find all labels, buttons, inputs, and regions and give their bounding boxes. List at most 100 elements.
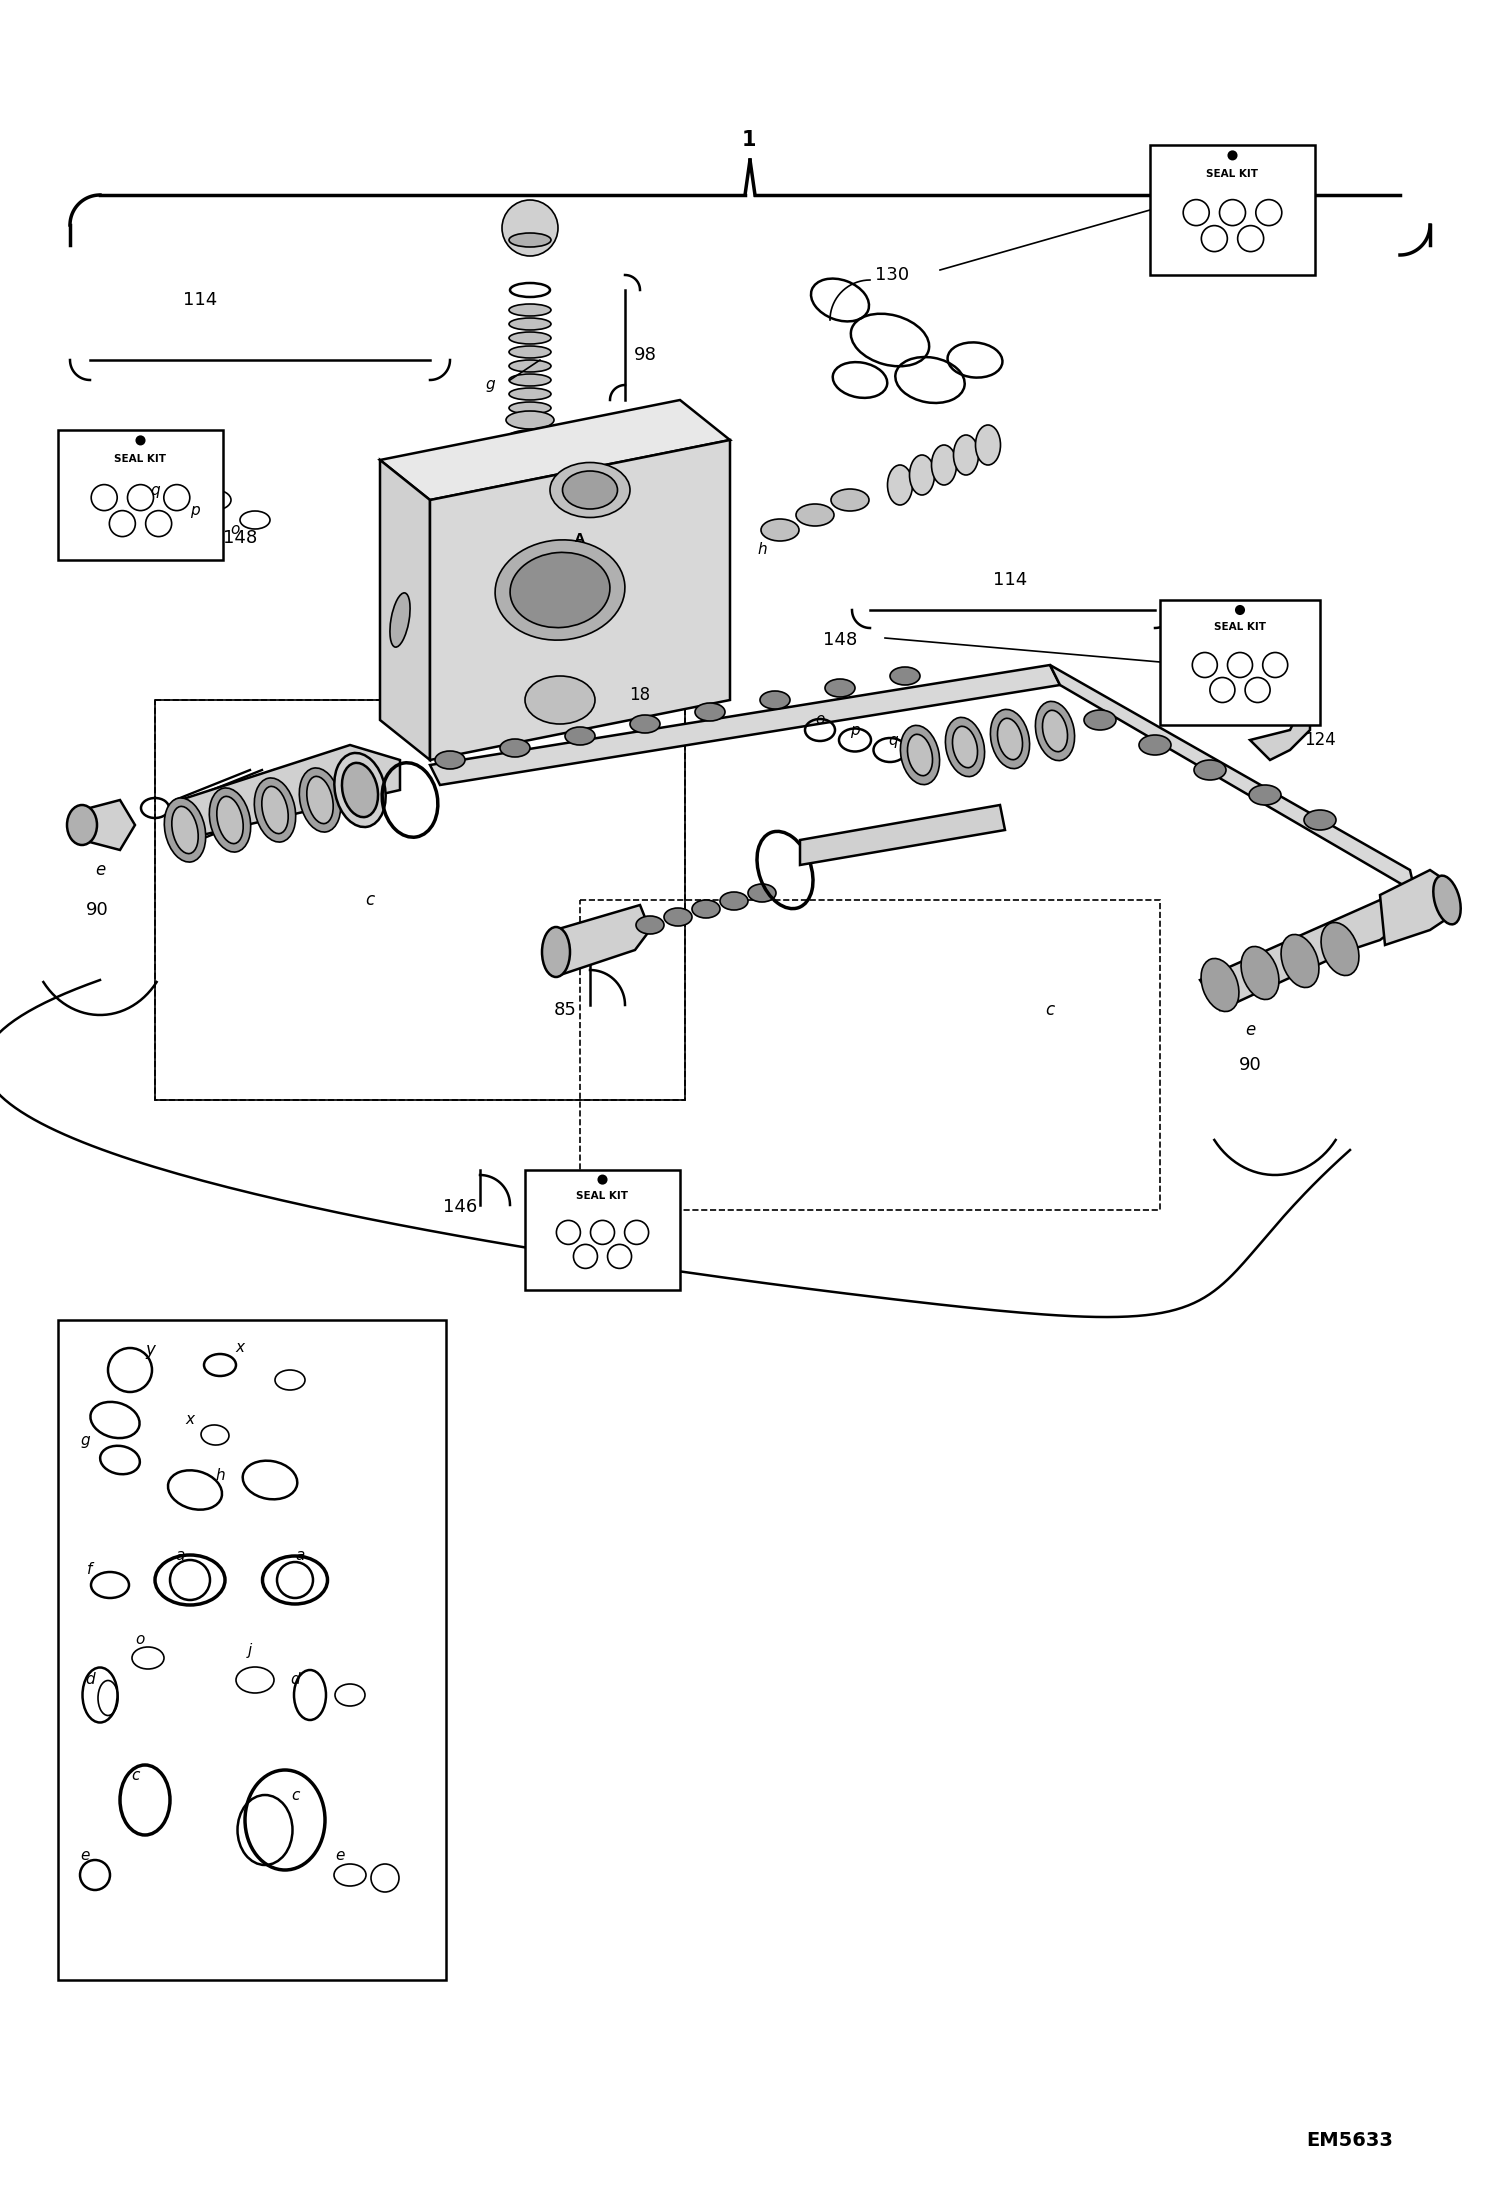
Ellipse shape [509,347,551,358]
Polygon shape [430,665,1061,785]
Ellipse shape [509,305,551,316]
Polygon shape [800,805,1005,864]
Ellipse shape [631,715,661,733]
Ellipse shape [300,768,340,832]
Text: SEAL KIT: SEAL KIT [1213,623,1266,632]
Text: EM5633: EM5633 [1306,2130,1393,2150]
Text: x: x [235,1341,244,1356]
Ellipse shape [509,373,551,386]
Ellipse shape [172,807,198,853]
Circle shape [136,437,144,445]
Text: p: p [851,722,860,737]
Ellipse shape [509,331,551,344]
Text: o: o [135,1632,145,1648]
Ellipse shape [509,388,551,399]
Bar [1150,145,1315,274]
Text: SEAL KIT: SEAL KIT [1206,169,1258,178]
Ellipse shape [825,678,855,698]
Text: q: q [150,483,160,498]
Text: g: g [81,1433,90,1448]
Text: 130: 130 [875,265,909,283]
Text: h: h [216,1468,225,1483]
Text: e: e [1245,1020,1255,1040]
Circle shape [1236,606,1243,614]
Text: 124: 124 [1305,731,1336,748]
Bar [154,700,685,1099]
Ellipse shape [1321,921,1359,976]
Bar [1159,599,1320,724]
Polygon shape [1050,665,1416,893]
Ellipse shape [990,709,1029,768]
Ellipse shape [1201,959,1239,1011]
Text: e: e [336,1847,345,1863]
Ellipse shape [748,884,776,902]
Polygon shape [1249,700,1309,759]
Ellipse shape [509,360,551,373]
Text: 114: 114 [183,292,217,309]
Ellipse shape [1194,759,1225,781]
Bar [58,1321,446,1979]
Ellipse shape [1434,875,1461,924]
Ellipse shape [509,318,551,329]
Text: e: e [81,1847,90,1863]
Ellipse shape [262,785,288,834]
Ellipse shape [550,463,631,518]
Ellipse shape [1303,810,1336,829]
Text: SEAL KIT: SEAL KIT [577,1191,629,1202]
Ellipse shape [1043,711,1068,753]
Text: SEAL KIT: SEAL KIT [114,454,166,463]
Ellipse shape [67,805,97,845]
Text: h: h [756,542,767,557]
Bar [58,430,223,559]
Circle shape [502,200,557,257]
Ellipse shape [664,908,692,926]
Polygon shape [82,801,135,849]
Polygon shape [430,441,730,759]
Ellipse shape [953,726,978,768]
Ellipse shape [887,465,912,505]
Text: q: q [888,733,897,748]
Polygon shape [180,746,400,840]
Text: y: y [145,1341,154,1358]
Text: 90: 90 [1239,1055,1261,1075]
Ellipse shape [945,717,984,777]
Ellipse shape [210,788,250,851]
Ellipse shape [759,691,789,709]
Text: 114: 114 [993,570,1028,588]
Text: c: c [366,891,374,908]
Ellipse shape [506,410,554,430]
Text: c: c [291,1788,300,1803]
Ellipse shape [307,777,333,823]
Ellipse shape [524,676,595,724]
Ellipse shape [692,900,721,917]
Ellipse shape [255,779,295,842]
Text: 146: 146 [443,1198,478,1215]
Text: g: g [485,377,494,393]
Text: o: o [231,522,240,538]
Ellipse shape [1249,785,1281,805]
Bar [154,700,685,1099]
Text: j: j [247,1643,252,1656]
Text: p: p [190,502,199,518]
Ellipse shape [434,750,464,770]
Text: f: f [87,1562,93,1577]
Ellipse shape [954,434,978,474]
Polygon shape [554,904,650,974]
Ellipse shape [932,445,957,485]
Text: 98: 98 [634,347,656,364]
Text: e: e [94,860,105,880]
Ellipse shape [563,472,617,509]
Circle shape [277,1562,313,1597]
Text: a: a [295,1547,304,1562]
Ellipse shape [511,553,610,627]
Polygon shape [380,399,730,500]
Text: 1: 1 [742,129,756,149]
Ellipse shape [505,430,554,450]
Ellipse shape [998,717,1023,759]
Text: c: c [1046,1000,1055,1018]
Text: A: A [575,531,584,544]
Ellipse shape [389,592,410,647]
Ellipse shape [831,489,869,511]
Text: a: a [175,1547,184,1562]
Text: 18: 18 [629,687,650,704]
